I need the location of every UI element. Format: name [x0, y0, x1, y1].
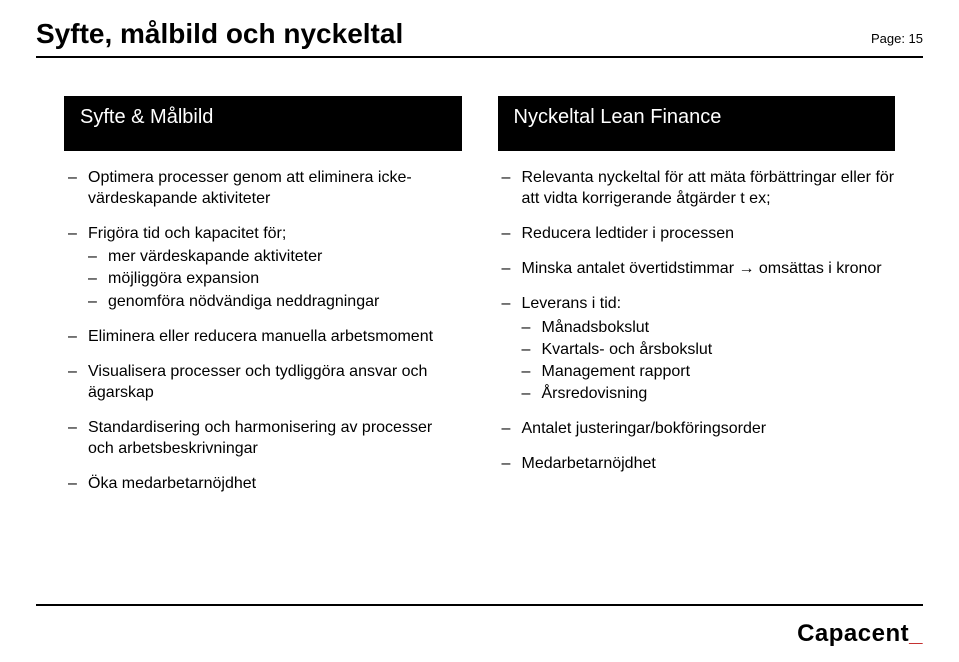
- logo-text: Capacent: [797, 620, 909, 647]
- sub-list-item: Kvartals- och årsbokslut: [522, 339, 896, 360]
- list-item-text: Antalet justeringar/bokföringsorder: [522, 420, 767, 437]
- list-item-text: Frigöra tid och kapacitet för;: [88, 225, 286, 242]
- list-item-text: Leverans i tid:: [522, 295, 622, 312]
- list-item: Reducera ledtider i processen: [502, 223, 896, 244]
- list-item: Frigöra tid och kapacitet för; mer värde…: [68, 223, 462, 311]
- list-item: Leverans i tid: Månadsbokslut Kvartals- …: [502, 293, 896, 404]
- list-item-text: Relevanta nyckeltal för att mäta förbätt…: [522, 169, 895, 207]
- list-item: Antalet justeringar/bokföringsorder: [502, 418, 896, 439]
- left-column-heading: Syfte & Målbild: [64, 96, 462, 151]
- sub-list: Månadsbokslut Kvartals- och årsbokslut M…: [522, 317, 896, 404]
- list-item-text: Standardisering och harmonisering av pro…: [88, 419, 432, 457]
- list-item-text: Eliminera eller reducera manuella arbets…: [88, 328, 433, 345]
- sub-list: mer värdeskapande aktiviteter möjliggöra…: [88, 246, 462, 311]
- list-item: Öka medarbetarnöjdhet: [68, 473, 462, 494]
- page-title: Syfte, målbild och nyckeltal: [36, 18, 403, 50]
- right-column-heading: Nyckeltal Lean Finance: [498, 96, 896, 151]
- list-item: Standardisering och harmonisering av pro…: [68, 417, 462, 459]
- page-number: Page: 15: [871, 31, 923, 46]
- list-item-text: Öka medarbetarnöjdhet: [88, 475, 256, 492]
- list-item-text: Minska antalet övertidstimmar → omsättas…: [522, 260, 882, 277]
- two-column-layout: Syfte & Målbild Optimera processer genom…: [36, 96, 923, 508]
- sub-list-item: Månadsbokslut: [522, 317, 896, 338]
- list-item-text: Reducera ledtider i processen: [522, 225, 735, 242]
- list-item: Medarbetarnöjdhet: [502, 453, 896, 474]
- slide-page: Syfte, målbild och nyckeltal Page: 15 Sy…: [0, 0, 959, 508]
- list-item: Optimera processer genom att eliminera i…: [68, 167, 462, 209]
- footer-divider: [36, 604, 923, 606]
- list-item: Relevanta nyckeltal för att mäta förbätt…: [502, 167, 896, 209]
- left-column: Syfte & Målbild Optimera processer genom…: [64, 96, 462, 508]
- list-item-text: Visualisera processer och tydliggöra ans…: [88, 363, 427, 401]
- right-column: Nyckeltal Lean Finance Relevanta nyckelt…: [498, 96, 896, 508]
- sub-list-item: genomföra nödvändiga neddragningar: [88, 291, 462, 312]
- sub-list-item: möjliggöra expansion: [88, 268, 462, 289]
- brand-logo: Capacent_: [797, 620, 923, 648]
- list-item: Eliminera eller reducera manuella arbets…: [68, 326, 462, 347]
- left-list: Optimera processer genom att eliminera i…: [64, 167, 462, 494]
- sub-list-item: Management rapport: [522, 361, 896, 382]
- sub-list-item: mer värdeskapande aktiviteter: [88, 246, 462, 267]
- list-item: Visualisera processer och tydliggöra ans…: [68, 361, 462, 403]
- list-item-text: Medarbetarnöjdhet: [522, 455, 656, 472]
- right-list: Relevanta nyckeltal för att mäta förbätt…: [498, 167, 896, 474]
- list-item: Minska antalet övertidstimmar → omsättas…: [502, 258, 896, 279]
- sub-list-item: Årsredovisning: [522, 383, 896, 404]
- list-item-text: Optimera processer genom att eliminera i…: [88, 169, 412, 207]
- logo-mark: _: [909, 620, 923, 647]
- header-row: Syfte, målbild och nyckeltal Page: 15: [36, 18, 923, 58]
